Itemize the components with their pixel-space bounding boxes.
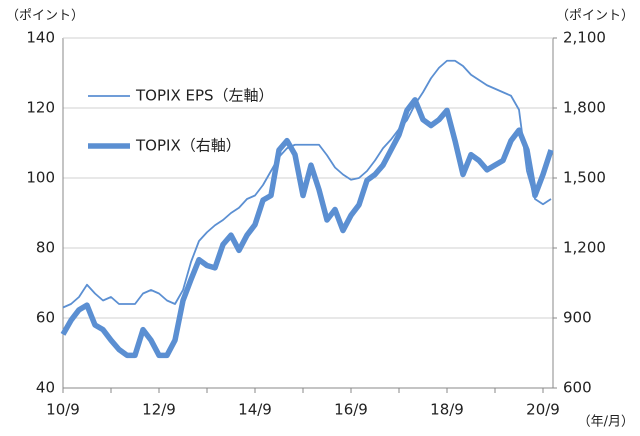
series-line [62, 59, 552, 309]
y-tick-label: 80 [36, 239, 55, 257]
y2-tick-label: 900 [563, 309, 592, 327]
y2-tick-label: 1,500 [563, 169, 606, 187]
y-tick-label: 40 [36, 379, 55, 397]
x-tick-label: 14/9 [238, 401, 272, 419]
y2-tick-label: 1,800 [563, 99, 606, 117]
x-tick-label: 12/9 [142, 401, 176, 419]
y-tick-label: 100 [26, 169, 55, 187]
x-tick-label: 20/9 [526, 401, 560, 419]
y2-tick-label: 2,100 [563, 29, 606, 47]
y-tick-label: 120 [26, 99, 55, 117]
legend-label: TOPIX（右軸） [135, 137, 241, 155]
y2-tick-label: 1,200 [563, 239, 606, 257]
x-tick-label: 16/9 [334, 401, 368, 419]
y2-tick-label: 600 [563, 379, 592, 397]
y-tick-label: 140 [26, 29, 55, 47]
x-tick-label: 10/9 [46, 401, 80, 419]
x-axis-unit: （年/月） [578, 415, 634, 430]
series-line [60, 97, 554, 359]
x-tick-label: 18/9 [430, 401, 464, 419]
y-axis-unit: （ポイント） [6, 9, 84, 24]
legend-label: TOPIX EPS（左軸） [135, 87, 274, 105]
y-tick-label: 60 [36, 309, 55, 327]
y2-axis-unit: （ポイント） [556, 9, 634, 24]
